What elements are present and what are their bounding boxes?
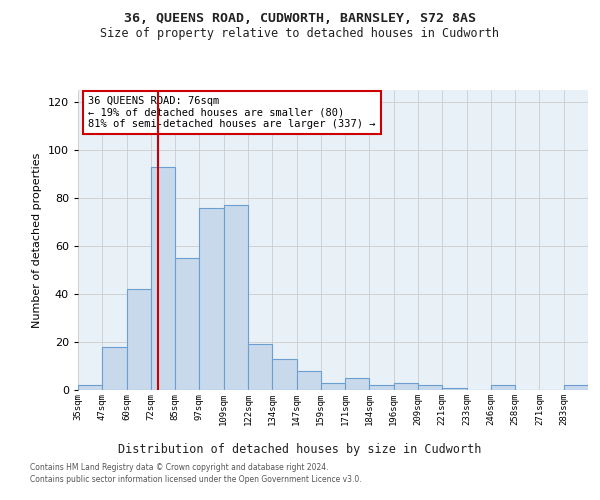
Bar xyxy=(394,383,418,390)
Bar xyxy=(418,385,442,390)
Text: 36 QUEENS ROAD: 76sqm
← 19% of detached houses are smaller (80)
81% of semi-deta: 36 QUEENS ROAD: 76sqm ← 19% of detached … xyxy=(88,96,376,129)
Bar xyxy=(199,208,224,390)
Y-axis label: Number of detached properties: Number of detached properties xyxy=(32,152,42,328)
Text: Contains HM Land Registry data © Crown copyright and database right 2024.: Contains HM Land Registry data © Crown c… xyxy=(30,464,329,472)
Text: 36, QUEENS ROAD, CUDWORTH, BARNSLEY, S72 8AS: 36, QUEENS ROAD, CUDWORTH, BARNSLEY, S72… xyxy=(124,12,476,26)
Text: Size of property relative to detached houses in Cudworth: Size of property relative to detached ho… xyxy=(101,28,499,40)
Bar xyxy=(78,385,102,390)
Bar xyxy=(102,347,127,390)
Bar xyxy=(224,205,248,390)
Bar xyxy=(491,385,515,390)
Bar xyxy=(321,383,345,390)
Bar xyxy=(345,378,370,390)
Bar xyxy=(175,258,199,390)
Bar xyxy=(564,385,588,390)
Text: Contains public sector information licensed under the Open Government Licence v3: Contains public sector information licen… xyxy=(30,475,362,484)
Bar xyxy=(151,167,175,390)
Text: Distribution of detached houses by size in Cudworth: Distribution of detached houses by size … xyxy=(118,442,482,456)
Bar xyxy=(248,344,272,390)
Bar xyxy=(442,388,467,390)
Bar xyxy=(370,385,394,390)
Bar xyxy=(127,289,151,390)
Bar xyxy=(296,371,321,390)
Bar xyxy=(272,359,296,390)
